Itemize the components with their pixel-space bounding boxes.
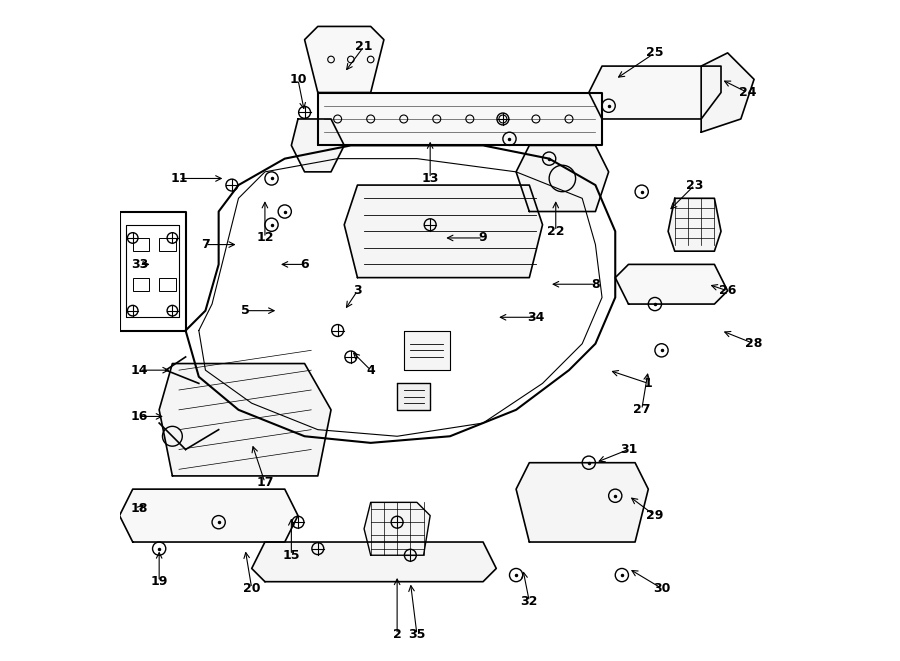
Text: 19: 19	[150, 575, 167, 588]
Polygon shape	[344, 185, 543, 278]
Text: 7: 7	[201, 238, 210, 251]
Text: 21: 21	[356, 40, 373, 53]
Polygon shape	[120, 489, 298, 542]
Polygon shape	[516, 145, 608, 212]
Polygon shape	[516, 463, 648, 542]
Polygon shape	[252, 542, 496, 582]
Text: 5: 5	[240, 304, 249, 317]
Polygon shape	[404, 330, 450, 370]
Text: 18: 18	[130, 502, 148, 516]
Text: 3: 3	[353, 284, 362, 297]
Text: 32: 32	[520, 595, 538, 608]
Polygon shape	[364, 502, 430, 555]
Bar	[132, 278, 149, 291]
Text: 14: 14	[130, 364, 148, 377]
Polygon shape	[159, 364, 331, 476]
Text: 22: 22	[547, 225, 564, 238]
Polygon shape	[589, 66, 721, 119]
Text: 23: 23	[686, 178, 703, 192]
Text: 10: 10	[289, 73, 307, 86]
Text: 30: 30	[652, 582, 670, 595]
Text: 31: 31	[620, 443, 637, 456]
Polygon shape	[616, 264, 727, 304]
Polygon shape	[668, 198, 721, 251]
Text: 27: 27	[633, 403, 651, 416]
Polygon shape	[701, 53, 754, 132]
Text: 6: 6	[301, 258, 309, 271]
Text: 34: 34	[527, 311, 544, 324]
Text: 26: 26	[719, 284, 736, 297]
Polygon shape	[304, 26, 384, 93]
Text: 8: 8	[591, 278, 599, 291]
Text: 29: 29	[646, 509, 663, 522]
Text: 24: 24	[739, 86, 756, 99]
Text: 9: 9	[479, 231, 488, 245]
Text: 15: 15	[283, 549, 300, 562]
Text: 13: 13	[421, 172, 439, 185]
Text: 17: 17	[256, 476, 274, 489]
Text: 35: 35	[409, 628, 426, 641]
Text: 25: 25	[646, 46, 663, 59]
Polygon shape	[292, 119, 344, 172]
Polygon shape	[185, 145, 616, 443]
Bar	[159, 278, 176, 291]
Polygon shape	[397, 383, 430, 410]
Text: 20: 20	[243, 582, 260, 595]
Text: 11: 11	[170, 172, 188, 185]
Bar	[159, 238, 176, 251]
Text: 28: 28	[745, 337, 762, 350]
Text: 4: 4	[366, 364, 375, 377]
Bar	[132, 238, 149, 251]
Text: 33: 33	[130, 258, 148, 271]
Text: 12: 12	[256, 231, 274, 245]
Text: 2: 2	[392, 628, 401, 641]
Text: 16: 16	[130, 410, 148, 423]
Polygon shape	[120, 212, 185, 330]
Polygon shape	[318, 93, 602, 145]
Text: 1: 1	[644, 377, 652, 390]
